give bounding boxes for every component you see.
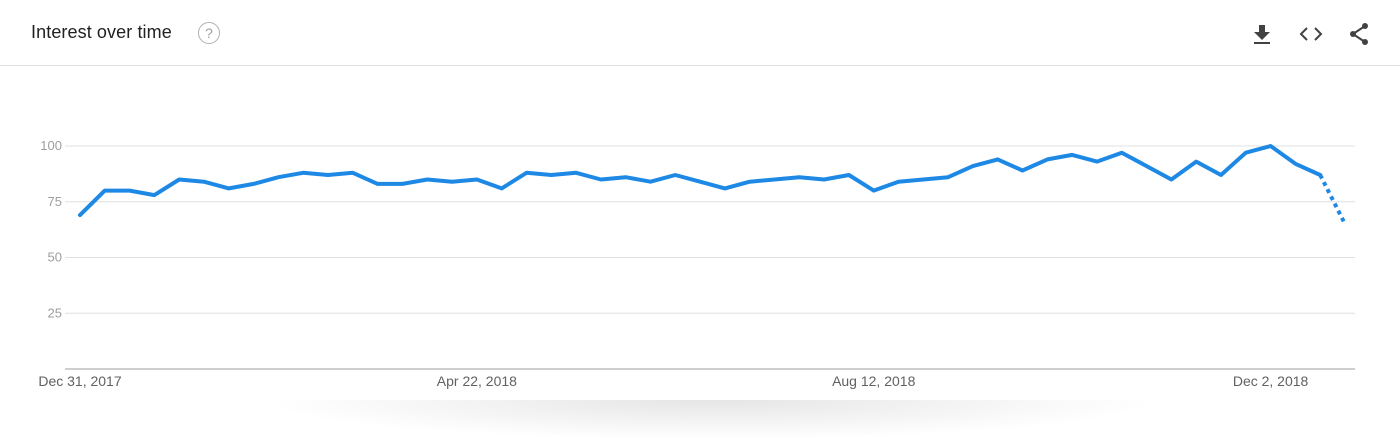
card-header: Interest over time ? [0,0,1400,66]
y-tick-label: 75 [48,194,62,209]
y-tick-label: 100 [40,138,62,153]
interest-line-chart: 25 50 75 100 Dec 31, 2017 Apr 22, 2018 Aug 12,… [0,66,1400,428]
series-line [80,146,1320,215]
y-tick-label: 25 [48,305,62,320]
x-tick-label: Dec 31, 2017 [38,373,121,389]
download-icon[interactable] [1246,18,1278,50]
x-tick-label: Apr 22, 2018 [437,373,517,389]
interest-over-time-card: Interest over time ? 25 50 75 [0,0,1400,428]
card-bottom-shadow [260,400,1160,440]
series-line-partial [1320,175,1345,224]
x-tick-label: Dec 2, 2018 [1233,373,1309,389]
x-tick-label: Aug 12, 2018 [832,373,916,389]
share-icon[interactable] [1343,18,1375,50]
help-circle-icon[interactable]: ? [198,22,220,44]
card-title: Interest over time [31,22,172,43]
embed-code-icon[interactable] [1295,18,1327,50]
y-tick-label: 50 [48,250,62,265]
